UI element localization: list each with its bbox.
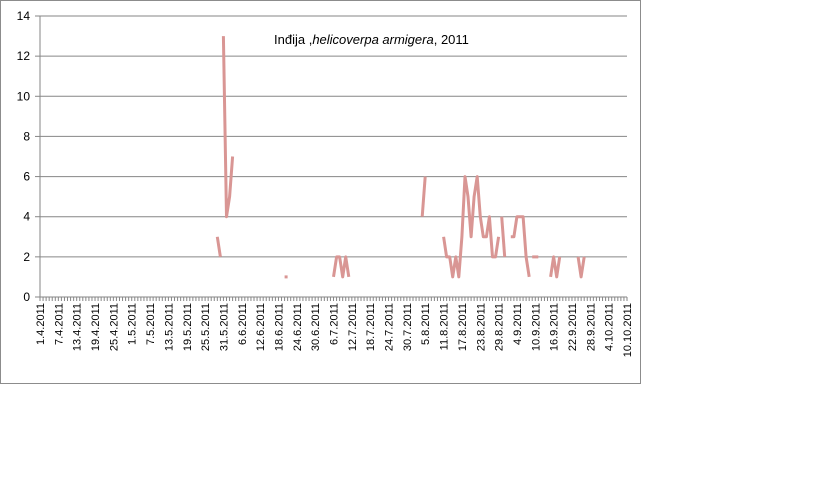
x-tick-label: 12.6.2011 xyxy=(255,303,267,351)
series-line xyxy=(500,216,507,258)
series-line xyxy=(576,256,586,279)
chart-svg: 0 2 4 6 8 10 12 14 1.4.2011 7.4.2011 13.4.2011 19.4… xyxy=(17,9,634,357)
x-tick-label: 6.6.2011 xyxy=(237,303,249,345)
x-tick-label: 24.6.2011 xyxy=(292,303,304,351)
x-tick-label: 30.6.2011 xyxy=(310,303,322,351)
series-line xyxy=(420,176,427,217)
y-tick-label: 12 xyxy=(17,49,31,63)
x-tick-label: 19.5.2011 xyxy=(182,303,194,351)
x-tick-label: 22.9.2011 xyxy=(567,303,579,351)
chart-area xyxy=(0,0,641,384)
x-tick-label: 25.4.2011 xyxy=(108,303,120,351)
series-line xyxy=(510,215,531,278)
x-tick-label: 10.9.2011 xyxy=(530,303,542,351)
x-tick-label: 4.10.2011 xyxy=(604,303,616,351)
x-tick-label: 4.9.2011 xyxy=(512,303,524,345)
x-tick-label: 10.10.2011 xyxy=(622,303,634,357)
chart-title-species: helicoverpa armigera xyxy=(312,32,433,47)
x-tick-label: 28.9.2011 xyxy=(585,303,597,351)
y-tick-label: 10 xyxy=(17,89,31,103)
x-tick-label: 11.8.2011 xyxy=(439,303,451,350)
x-tick-label: 6.7.2011 xyxy=(329,303,341,345)
chart-title-location: Inđija , xyxy=(274,32,312,47)
x-tick-label: 29.8.2011 xyxy=(494,303,506,351)
x-tick-label: 17.8.2011 xyxy=(457,303,469,351)
y-tick-label: 14 xyxy=(17,9,31,23)
series-line xyxy=(215,236,222,258)
x-tick-label: 18.7.2011 xyxy=(365,303,377,351)
x-tick-label: 31.5.2011 xyxy=(218,303,230,351)
x-tick-label: 24.7.2011 xyxy=(384,303,396,351)
y-tick-label: 2 xyxy=(23,250,30,264)
x-tick-label: 30.7.2011 xyxy=(402,303,414,351)
chart-title-year: , 2011 xyxy=(434,32,469,47)
x-tick-label: 5.8.2011 xyxy=(420,303,432,345)
y-tick-label: 4 xyxy=(23,210,30,224)
chart-title: Inđija ,helicoverpa armigera, 2011 xyxy=(274,32,469,47)
x-tick-label: 13.4.2011 xyxy=(72,303,84,351)
y-tick-label: 8 xyxy=(23,129,30,143)
series-line xyxy=(332,255,351,279)
x-tick-label: 19.4.2011 xyxy=(90,303,102,351)
series-line xyxy=(549,255,562,279)
x-tick-label: 23.8.2011 xyxy=(475,303,487,351)
series-line xyxy=(442,175,501,279)
series-line xyxy=(221,36,235,219)
y-tick-label: 0 xyxy=(23,290,30,304)
x-tick-label: 7.5.2011 xyxy=(145,303,157,345)
x-tick-label: 7.4.2011 xyxy=(53,303,65,345)
x-tick-label: 25.5.2011 xyxy=(200,303,212,351)
x-tick-label: 13.5.2011 xyxy=(163,303,175,351)
x-tick-label: 1.5.2011 xyxy=(127,303,139,345)
x-tick-label: 18.6.2011 xyxy=(273,303,285,351)
y-tick-label: 6 xyxy=(23,170,30,184)
x-tick-label: 1.4.2011 xyxy=(35,303,47,345)
x-tick-label: 16.9.2011 xyxy=(549,303,561,351)
x-tick-label: 12.7.2011 xyxy=(347,303,359,351)
